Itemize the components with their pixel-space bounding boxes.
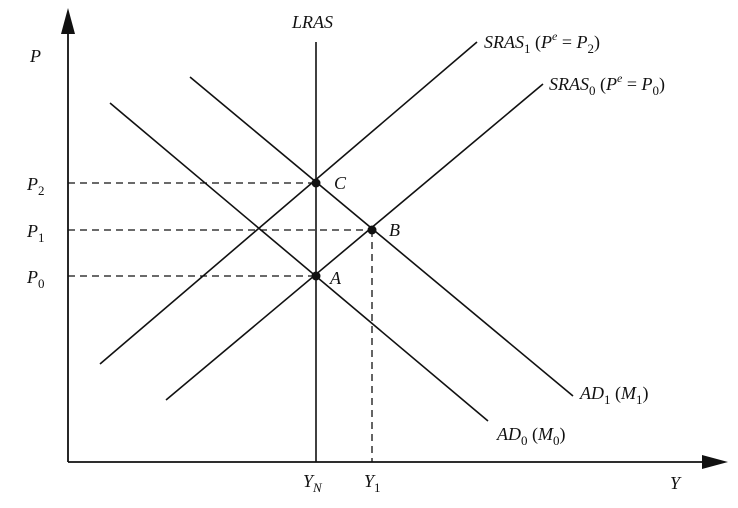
ad0-label: AD0 (M0) <box>496 424 566 448</box>
point-b-label: B <box>389 220 400 240</box>
y-axis-arrowhead <box>61 8 75 34</box>
sras1-line <box>99 41 478 365</box>
sras0-label: SRAS0 (Pe = P0) <box>549 71 665 98</box>
output-label-y1: Y1 <box>364 471 381 495</box>
x-axis-arrowhead <box>702 455 728 469</box>
output-label-yn: YN <box>303 471 323 495</box>
point-b-marker <box>367 225 377 235</box>
point-a-marker <box>311 271 321 281</box>
point-a-label: A <box>329 268 342 288</box>
point-c-label: C <box>334 173 347 193</box>
ad1-line <box>189 76 574 397</box>
ad0-line <box>109 102 489 422</box>
lras-label: LRAS <box>291 12 333 32</box>
sras1-label: SRAS1 (Pe = P2) <box>484 29 600 56</box>
ad1-label: AD1 (M1) <box>579 383 649 407</box>
x-axis-label: Y <box>670 473 682 493</box>
price-label-p2: P2 <box>26 174 45 198</box>
y-axis-label: P <box>29 46 41 66</box>
point-c-marker <box>311 178 321 188</box>
price-label-p1: P1 <box>26 221 45 245</box>
sras0-line <box>165 83 544 401</box>
price-label-p0: P0 <box>26 267 45 291</box>
